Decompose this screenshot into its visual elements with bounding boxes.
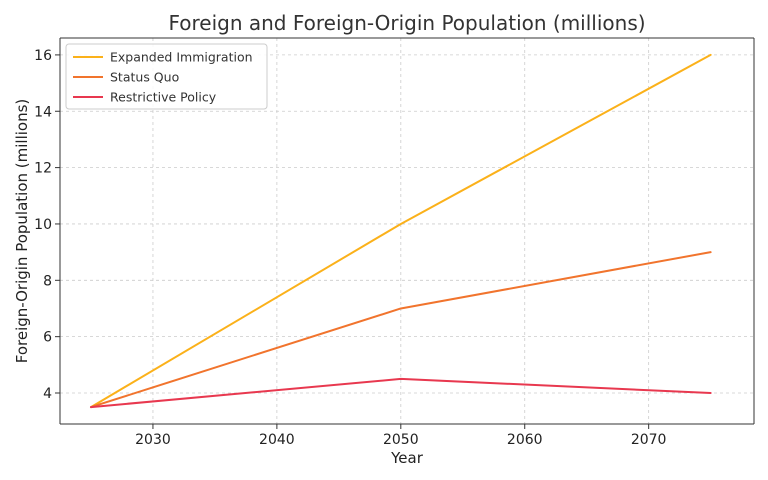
y-tick-label: 12 bbox=[34, 161, 52, 177]
y-tick-label: 6 bbox=[43, 330, 52, 346]
series-line-1 bbox=[89, 251, 712, 409]
grid bbox=[60, 38, 754, 424]
y-tick-label: 16 bbox=[34, 48, 52, 64]
y-tick-label: 8 bbox=[43, 273, 52, 289]
y-ticks: 4 6 8 10 12 14 16 bbox=[34, 48, 60, 402]
x-axis-label: Year bbox=[390, 449, 424, 467]
chart-title: Foreign and Foreign-Origin Population (m… bbox=[168, 11, 645, 35]
y-tick-label: 10 bbox=[34, 217, 52, 233]
series-line-2 bbox=[89, 377, 712, 409]
x-tick-label: 2030 bbox=[135, 432, 171, 448]
x-tick-label: 2050 bbox=[383, 432, 419, 448]
y-axis-label: Foreign-Origin Population (millions) bbox=[13, 99, 31, 364]
series-layer bbox=[89, 53, 712, 409]
legend-label-2: Restrictive Policy bbox=[110, 90, 217, 105]
x-ticks: 2030 2040 2050 2060 2070 bbox=[135, 424, 666, 448]
x-tick-label: 2070 bbox=[631, 432, 667, 448]
x-tick-label: 2060 bbox=[507, 432, 543, 448]
series-line-0 bbox=[89, 53, 712, 409]
legend-box bbox=[65, 43, 268, 110]
legend-label-0: Expanded Immigration bbox=[110, 50, 253, 65]
y-tick-label: 4 bbox=[43, 386, 52, 402]
legend-label-1: Status Quo bbox=[110, 70, 179, 85]
legend: Expanded Immigration Status Quo Restrictiv… bbox=[65, 43, 268, 110]
x-tick-label: 2040 bbox=[259, 432, 295, 448]
axes bbox=[59, 37, 755, 425]
y-tick-label: 14 bbox=[34, 104, 52, 120]
